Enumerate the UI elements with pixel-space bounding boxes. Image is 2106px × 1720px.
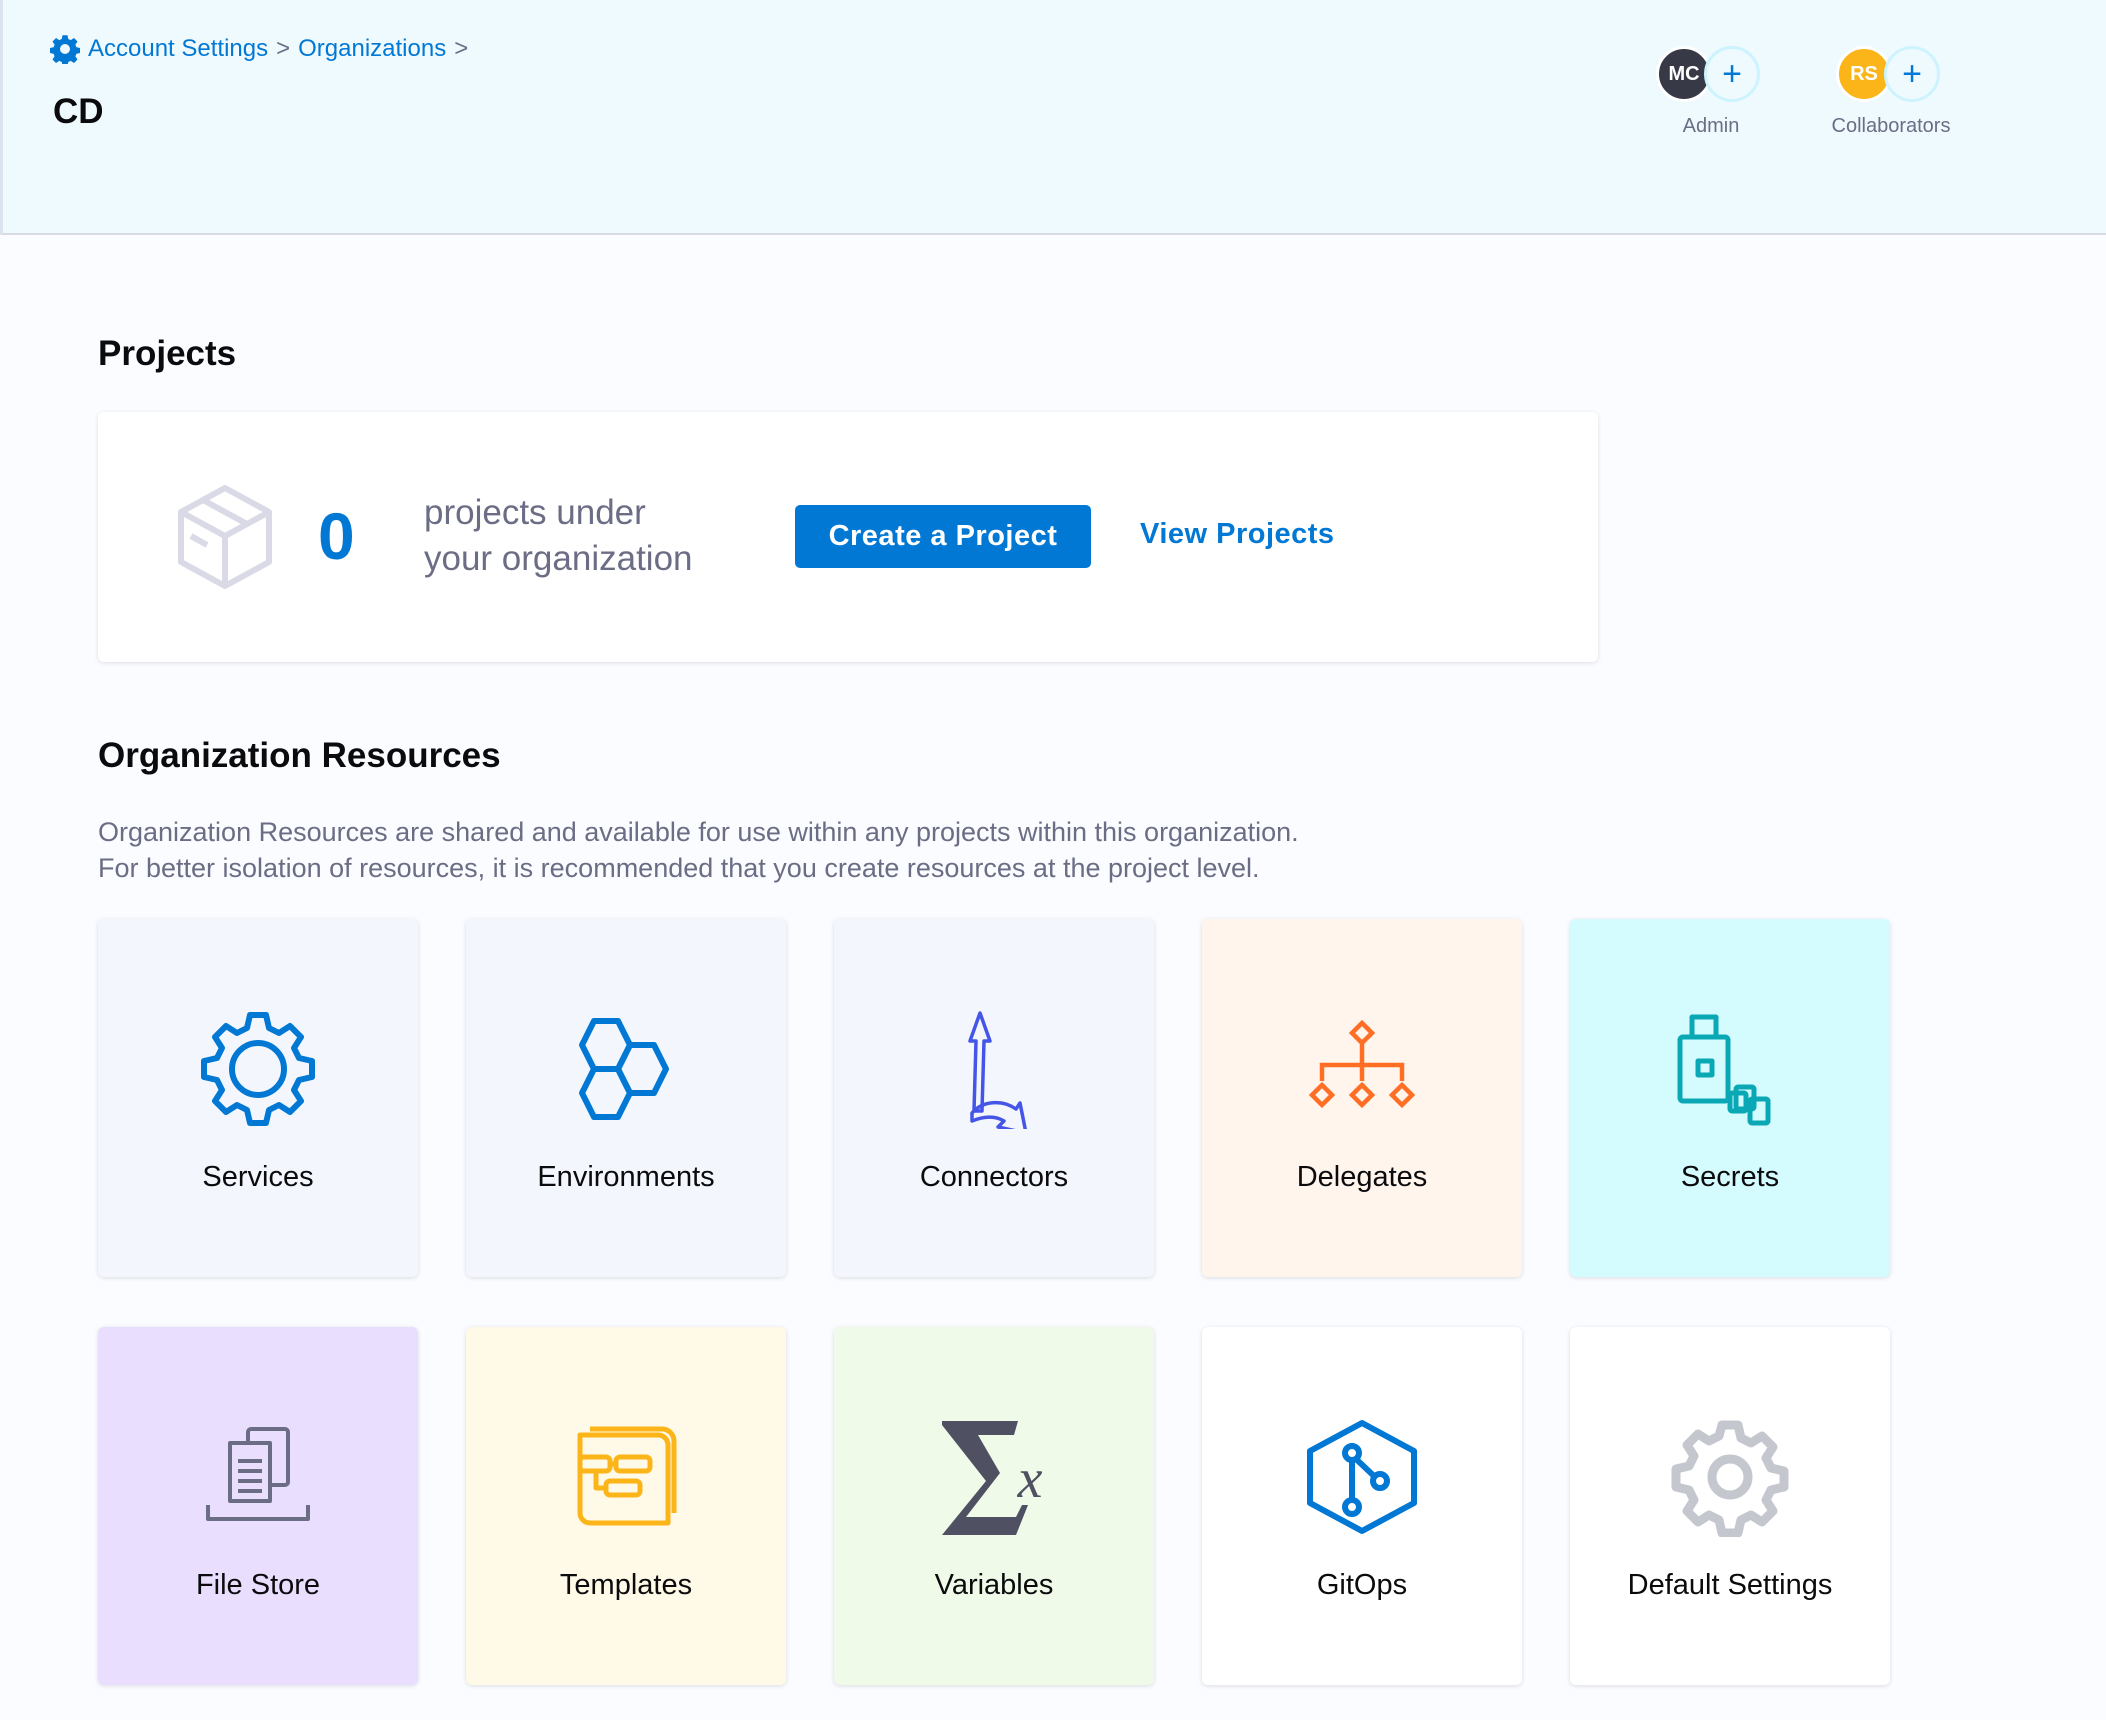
admin-group: MC + bbox=[1656, 46, 1760, 102]
templates-icon bbox=[577, 1426, 677, 1526]
projects-text-line2: your organization bbox=[424, 539, 693, 578]
card-label: File Store bbox=[195, 1569, 321, 1601]
projects-text-line1: projects under bbox=[424, 493, 646, 532]
card-label: Default Settings bbox=[1627, 1569, 1833, 1601]
breadcrumb-account-settings[interactable]: Account Settings bbox=[88, 35, 269, 62]
card-label: Secrets bbox=[1680, 1161, 1780, 1193]
card-label: Variables bbox=[934, 1569, 1054, 1601]
collaborator-avatar[interactable]: RS bbox=[1836, 46, 1892, 102]
secrets-lock-icon bbox=[1677, 1014, 1771, 1126]
projects-heading: Projects bbox=[98, 334, 237, 373]
collaborators-label: Collaborators bbox=[1831, 115, 1951, 137]
cube-icon bbox=[178, 485, 272, 589]
svg-text:x: x bbox=[1017, 1448, 1043, 1510]
card-label: Connectors bbox=[919, 1161, 1069, 1193]
description-line2: For better isolation of resources, it is… bbox=[98, 853, 1260, 883]
card-label: GitOps bbox=[1316, 1569, 1408, 1601]
org-resources-description: Organization Resources are shared and av… bbox=[98, 814, 1299, 886]
resource-card-variables[interactable]: x Variables bbox=[834, 1327, 1154, 1685]
file-store-icon bbox=[206, 1427, 310, 1521]
add-admin-button[interactable]: + bbox=[1704, 46, 1760, 102]
gear-icon bbox=[201, 1012, 315, 1126]
add-collaborator-button[interactable]: + bbox=[1884, 46, 1940, 102]
card-label: Environments bbox=[537, 1161, 715, 1193]
breadcrumb: Account Settings > Organizations > bbox=[50, 34, 468, 64]
org-resources-heading: Organization Resources bbox=[98, 736, 501, 775]
gear-icon bbox=[50, 35, 80, 64]
sigma-x-icon: x bbox=[942, 1421, 1043, 1535]
page-header: Account Settings > Organizations > CD MC… bbox=[0, 0, 2106, 235]
resource-card-environments[interactable]: Environments bbox=[466, 919, 786, 1277]
resource-card-file-store[interactable]: File Store bbox=[98, 1327, 418, 1685]
gitops-icon bbox=[1307, 1420, 1417, 1534]
description-line1: Organization Resources are shared and av… bbox=[98, 817, 1299, 847]
view-projects-link[interactable]: View Projects bbox=[1140, 518, 1335, 550]
projects-count: 0 bbox=[318, 499, 355, 573]
resource-card-templates[interactable]: Templates bbox=[466, 1327, 786, 1685]
hexagons-icon bbox=[579, 1018, 669, 1120]
resource-card-services[interactable]: Services bbox=[98, 919, 418, 1277]
card-label: Services bbox=[202, 1161, 314, 1193]
collaborators-group: RS + bbox=[1836, 46, 1940, 102]
create-project-button[interactable]: Create a Project bbox=[795, 505, 1091, 568]
resource-card-connectors[interactable]: Connectors bbox=[834, 919, 1154, 1277]
admin-avatar[interactable]: MC bbox=[1656, 46, 1712, 102]
breadcrumb-separator: > bbox=[454, 35, 469, 62]
admin-label: Admin bbox=[1682, 115, 1740, 137]
resource-card-secrets[interactable]: Secrets bbox=[1570, 919, 1890, 1277]
settings-gear-icon bbox=[1671, 1420, 1789, 1537]
delegate-tree-icon bbox=[1308, 1019, 1416, 1109]
resource-card-delegates[interactable]: Delegates bbox=[1202, 919, 1522, 1277]
connector-arrows-icon bbox=[968, 1011, 1027, 1129]
page-title: CD bbox=[53, 92, 104, 131]
breadcrumb-separator: > bbox=[276, 35, 291, 62]
projects-description: projects under your organization bbox=[424, 490, 693, 582]
card-label: Delegates bbox=[1296, 1161, 1428, 1193]
resource-card-default-settings[interactable]: Default Settings bbox=[1570, 1327, 1890, 1685]
card-label: Templates bbox=[559, 1569, 693, 1601]
breadcrumb-organizations[interactable]: Organizations bbox=[298, 35, 447, 62]
resource-card-gitops[interactable]: GitOps bbox=[1202, 1327, 1522, 1685]
